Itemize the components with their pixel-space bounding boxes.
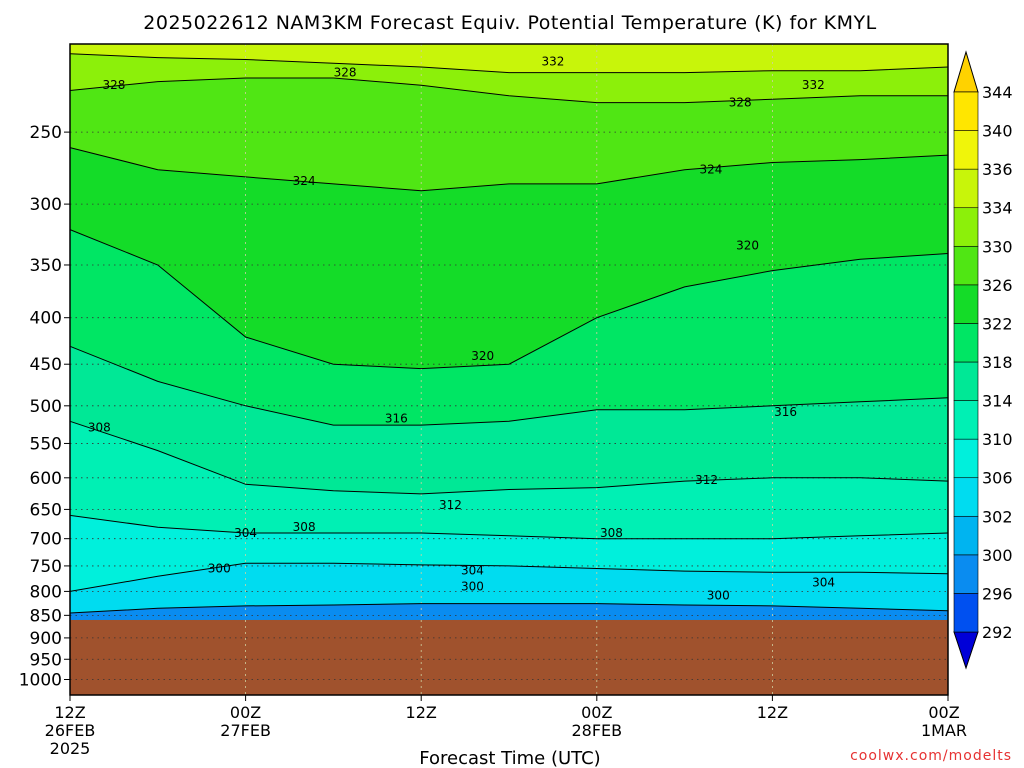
contour-line-328 — [69, 77, 948, 104]
x-tick-label: 12Z — [757, 703, 788, 722]
colorbar-segment — [953, 207, 979, 247]
contour-label: 324 — [293, 174, 316, 188]
x-tick-label: 28FEB — [571, 721, 622, 740]
contour-label: 328 — [729, 96, 752, 110]
contour-label: 308 — [293, 520, 316, 534]
contour-label: 316 — [774, 405, 797, 419]
colorbar-segment — [953, 477, 979, 517]
colorbar-bottom-arrow — [953, 631, 979, 670]
colorbar-label: 336 — [982, 160, 1013, 179]
x-tick-label: 1MAR — [921, 721, 967, 740]
y-tick-label: 800 — [30, 582, 62, 602]
colorbar: 292 296 300 302 306 310 314 318 322 326 330 334 336 3… — [953, 50, 1013, 670]
y-axis: 250 300 350 400 450 500 550 600 650 700 750 800 850 9… — [19, 123, 70, 691]
contour-line-312 — [69, 420, 949, 495]
colorbar-label: 306 — [982, 469, 1013, 488]
x-axis-label: Forecast Time (UTC) — [419, 748, 600, 768]
y-tick-label: 300 — [30, 195, 62, 215]
colorbar-label: 310 — [982, 430, 1013, 449]
colorbar-segment — [953, 130, 979, 170]
colorbar-label: 334 — [982, 199, 1013, 218]
contour-label: 304 — [461, 564, 484, 578]
plot-area: 328 328 332 332 328 324 324 320 320 316 316 308 312 3… — [69, 43, 949, 696]
contour-line-332 — [69, 53, 949, 74]
colorbar-segment — [953, 323, 979, 363]
contour-label: 312 — [439, 498, 462, 512]
contour-label: 304 — [234, 526, 257, 540]
colorbar-segment — [953, 245, 979, 286]
colorbar-segment — [953, 168, 979, 209]
contour-label: 312 — [695, 473, 718, 487]
y-tick-label: 450 — [30, 355, 62, 375]
watermark-text: coolwx.com/modelts — [850, 748, 1012, 764]
x-tick-label: 12Z — [54, 703, 85, 722]
contour-line-324 — [69, 147, 949, 192]
x-tick-label: 00Z — [581, 703, 612, 722]
x-tick-label: 2025 — [50, 739, 91, 758]
colorbar-segment — [953, 91, 979, 131]
contour-label: 316 — [385, 411, 408, 425]
contour-label: 324 — [699, 163, 722, 177]
x-tick-label: 26FEB — [45, 721, 96, 740]
contour-label: 300 — [707, 588, 730, 602]
colorbar-segment — [953, 400, 979, 440]
colorbar-label: 330 — [982, 237, 1013, 256]
y-tick-label: 900 — [30, 629, 62, 649]
contour-label: 300 — [461, 579, 484, 593]
colorbar-segment — [953, 438, 979, 479]
colorbar-segment — [953, 284, 979, 324]
y-tick-label: 950 — [30, 650, 62, 670]
y-tick-label: 750 — [30, 557, 62, 577]
contour-label: 320 — [736, 238, 759, 252]
y-tick-label: 550 — [30, 434, 62, 454]
contour-label: 328 — [334, 66, 357, 80]
contour-line-304 — [69, 562, 949, 592]
contour-line-320 — [69, 229, 949, 370]
ground-fill — [70, 619, 948, 695]
y-tick-label: 700 — [30, 530, 62, 550]
colorbar-segment — [953, 593, 979, 633]
chart-title: 2025022612 NAM3KM Forecast Equiv. Potent… — [143, 12, 876, 34]
contour-label: 320 — [471, 349, 494, 363]
plot-frame — [69, 43, 949, 696]
contour-line-300 — [69, 603, 949, 614]
contour-label: 304 — [812, 575, 835, 589]
colorbar-segment — [953, 515, 979, 556]
colorbar-label: 314 — [982, 392, 1013, 411]
colorbar-label: 292 — [982, 623, 1013, 642]
y-tick-label: 650 — [30, 500, 62, 520]
contour-label: 328 — [102, 78, 125, 92]
contour-line-308 — [69, 514, 949, 540]
x-tick-label: 27FEB — [220, 721, 271, 740]
contour-label: 308 — [600, 526, 623, 540]
colorbar-label: 296 — [982, 584, 1013, 603]
x-tick-label: 12Z — [406, 703, 437, 722]
x-tick-label: 00Z — [928, 703, 959, 722]
colorbar-label: 302 — [982, 507, 1013, 526]
colorbar-segment — [953, 554, 979, 594]
colorbar-label: 340 — [982, 122, 1013, 141]
y-tick-label: 1000 — [19, 671, 62, 691]
y-tick-label: 400 — [30, 309, 62, 329]
y-tick-label: 350 — [30, 256, 62, 276]
colorbar-label: 326 — [982, 276, 1013, 295]
contour-line-316 — [69, 345, 949, 426]
colorbar-label: 344 — [982, 83, 1013, 102]
colorbar-top-arrow — [953, 50, 979, 93]
y-tick-label: 500 — [30, 397, 62, 417]
contour-label: 332 — [802, 78, 825, 92]
contour-label: 308 — [88, 420, 111, 434]
x-tick-label: 00Z — [230, 703, 261, 722]
y-tick-label: 850 — [30, 606, 62, 626]
colorbar-segment — [953, 361, 979, 401]
y-tick-label: 600 — [30, 469, 62, 489]
contour-label: 332 — [541, 54, 564, 68]
colorbar-label: 322 — [982, 314, 1013, 333]
y-tick-label: 250 — [30, 123, 62, 143]
colorbar-label: 318 — [982, 353, 1013, 372]
colorbar-label: 300 — [982, 546, 1013, 565]
contour-label: 300 — [208, 562, 231, 576]
